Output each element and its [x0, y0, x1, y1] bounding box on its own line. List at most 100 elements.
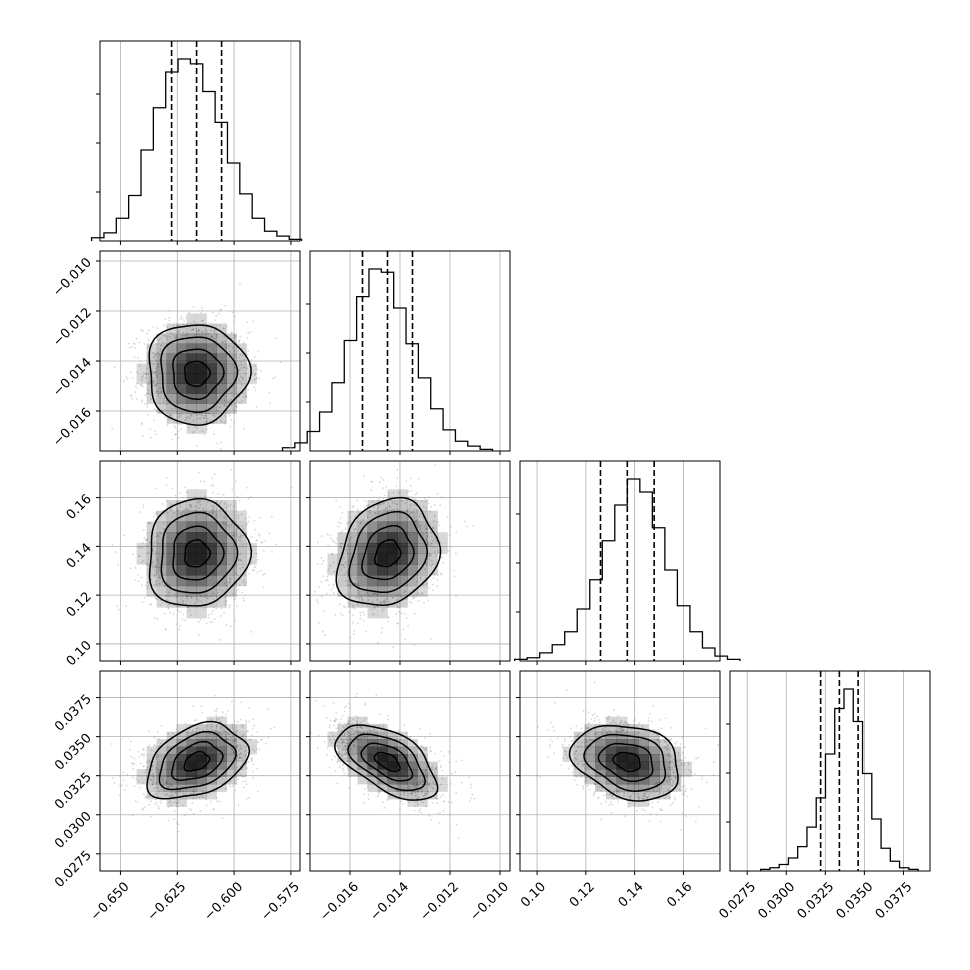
scatter-point: [167, 317, 170, 319]
scatter-point: [232, 751, 235, 754]
scatter-point: [171, 515, 174, 518]
scatter-point: [336, 761, 339, 764]
scatter-point: [407, 793, 410, 795]
scatter-point: [414, 520, 417, 523]
scatter-point: [447, 800, 450, 803]
scatter-point: [580, 760, 583, 763]
scatter-point: [243, 579, 245, 582]
density-block: [186, 323, 197, 334]
density-block: [367, 521, 378, 533]
scatter-point: [334, 755, 337, 758]
density-block: [417, 553, 428, 565]
scatter-point: [138, 555, 141, 557]
scatter-point: [612, 790, 615, 793]
scatter-point: [345, 752, 348, 755]
scatter-point: [343, 722, 346, 725]
hist-0-frame: [99, 40, 301, 242]
scatter-point: [395, 485, 398, 488]
scatter-point: [154, 359, 157, 362]
scatter-point: [174, 433, 177, 436]
scatter-point: [413, 516, 416, 519]
scatter-point: [442, 561, 445, 564]
scatter-point: [250, 561, 253, 564]
scatter-point: [600, 789, 602, 792]
density-block: [417, 521, 428, 533]
scatter-point: [130, 762, 133, 764]
scatter-point: [332, 592, 335, 594]
scatter-point: [234, 740, 237, 743]
scatter-point: [366, 786, 369, 788]
scatter-point: [352, 718, 355, 720]
scatter-point: [165, 781, 168, 784]
scatter-point: [225, 522, 227, 525]
scatter-point: [153, 379, 156, 382]
scatter-point: [233, 752, 236, 755]
density-block: [627, 799, 639, 807]
scatter-point: [155, 384, 157, 387]
density-block: [670, 784, 682, 792]
scatter-point: [234, 770, 237, 773]
scatter-point: [253, 519, 256, 522]
scatter-point: [173, 810, 176, 813]
scatter-point: [245, 396, 248, 398]
scatter-point: [618, 731, 621, 733]
scatter-point: [208, 732, 210, 735]
scatter-point: [671, 768, 673, 771]
scatter-point: [240, 375, 242, 378]
scatter-point: [184, 593, 187, 596]
density-block: [226, 575, 237, 587]
scatter-point: [371, 604, 374, 607]
scatter-point: [183, 511, 186, 514]
scatter-point: [383, 806, 386, 809]
density-block: [176, 564, 187, 576]
scatter-point: [585, 734, 587, 737]
scatter-point: [215, 725, 218, 728]
scatter-point: [594, 783, 597, 786]
scatter-point: [621, 730, 624, 732]
scatter-point: [169, 804, 172, 807]
scatter-point: [167, 595, 170, 598]
scatter-point: [428, 555, 431, 558]
density-block: [226, 585, 237, 597]
scatter-point: [695, 757, 698, 760]
scatter-point: [379, 723, 382, 726]
scatter-point: [237, 539, 240, 541]
scatter-point: [263, 572, 266, 575]
scatter-point: [253, 724, 256, 727]
scatter-point: [610, 812, 613, 814]
scatter-point: [177, 437, 180, 440]
scatter-point: [227, 739, 230, 742]
scatter-point: [322, 630, 324, 633]
density-block: [176, 521, 187, 533]
scatter-point: [181, 618, 184, 621]
scatter-point: [143, 596, 146, 599]
scatter-point: [412, 790, 415, 793]
scatter-point: [684, 815, 687, 817]
density-block: [186, 353, 197, 364]
scatter-point: [148, 373, 150, 376]
scatter-point: [246, 568, 249, 571]
scatter-point: [345, 751, 348, 754]
density-block: [196, 413, 207, 424]
scatter-point: [145, 372, 148, 375]
density-block: [216, 500, 227, 512]
scatter-point: [209, 621, 212, 623]
scatter-point: [428, 558, 431, 561]
scatter-point: [340, 754, 343, 756]
density-block: [196, 373, 207, 384]
density-block: [377, 542, 388, 554]
scatter-point: [617, 800, 619, 803]
scatter-point: [427, 783, 429, 786]
scatter-point: [238, 499, 241, 502]
scatter-point: [179, 789, 182, 792]
scatter-point: [367, 798, 370, 801]
scatter-point: [432, 787, 435, 790]
scatter-point: [213, 606, 215, 609]
scatter-point: [581, 741, 584, 744]
scatter-point: [413, 499, 416, 502]
scatter-point: [584, 753, 587, 756]
scatter-point: [546, 756, 549, 758]
scatter-point: [690, 787, 693, 790]
scatter-point: [679, 743, 682, 746]
scatter-point: [167, 783, 170, 786]
